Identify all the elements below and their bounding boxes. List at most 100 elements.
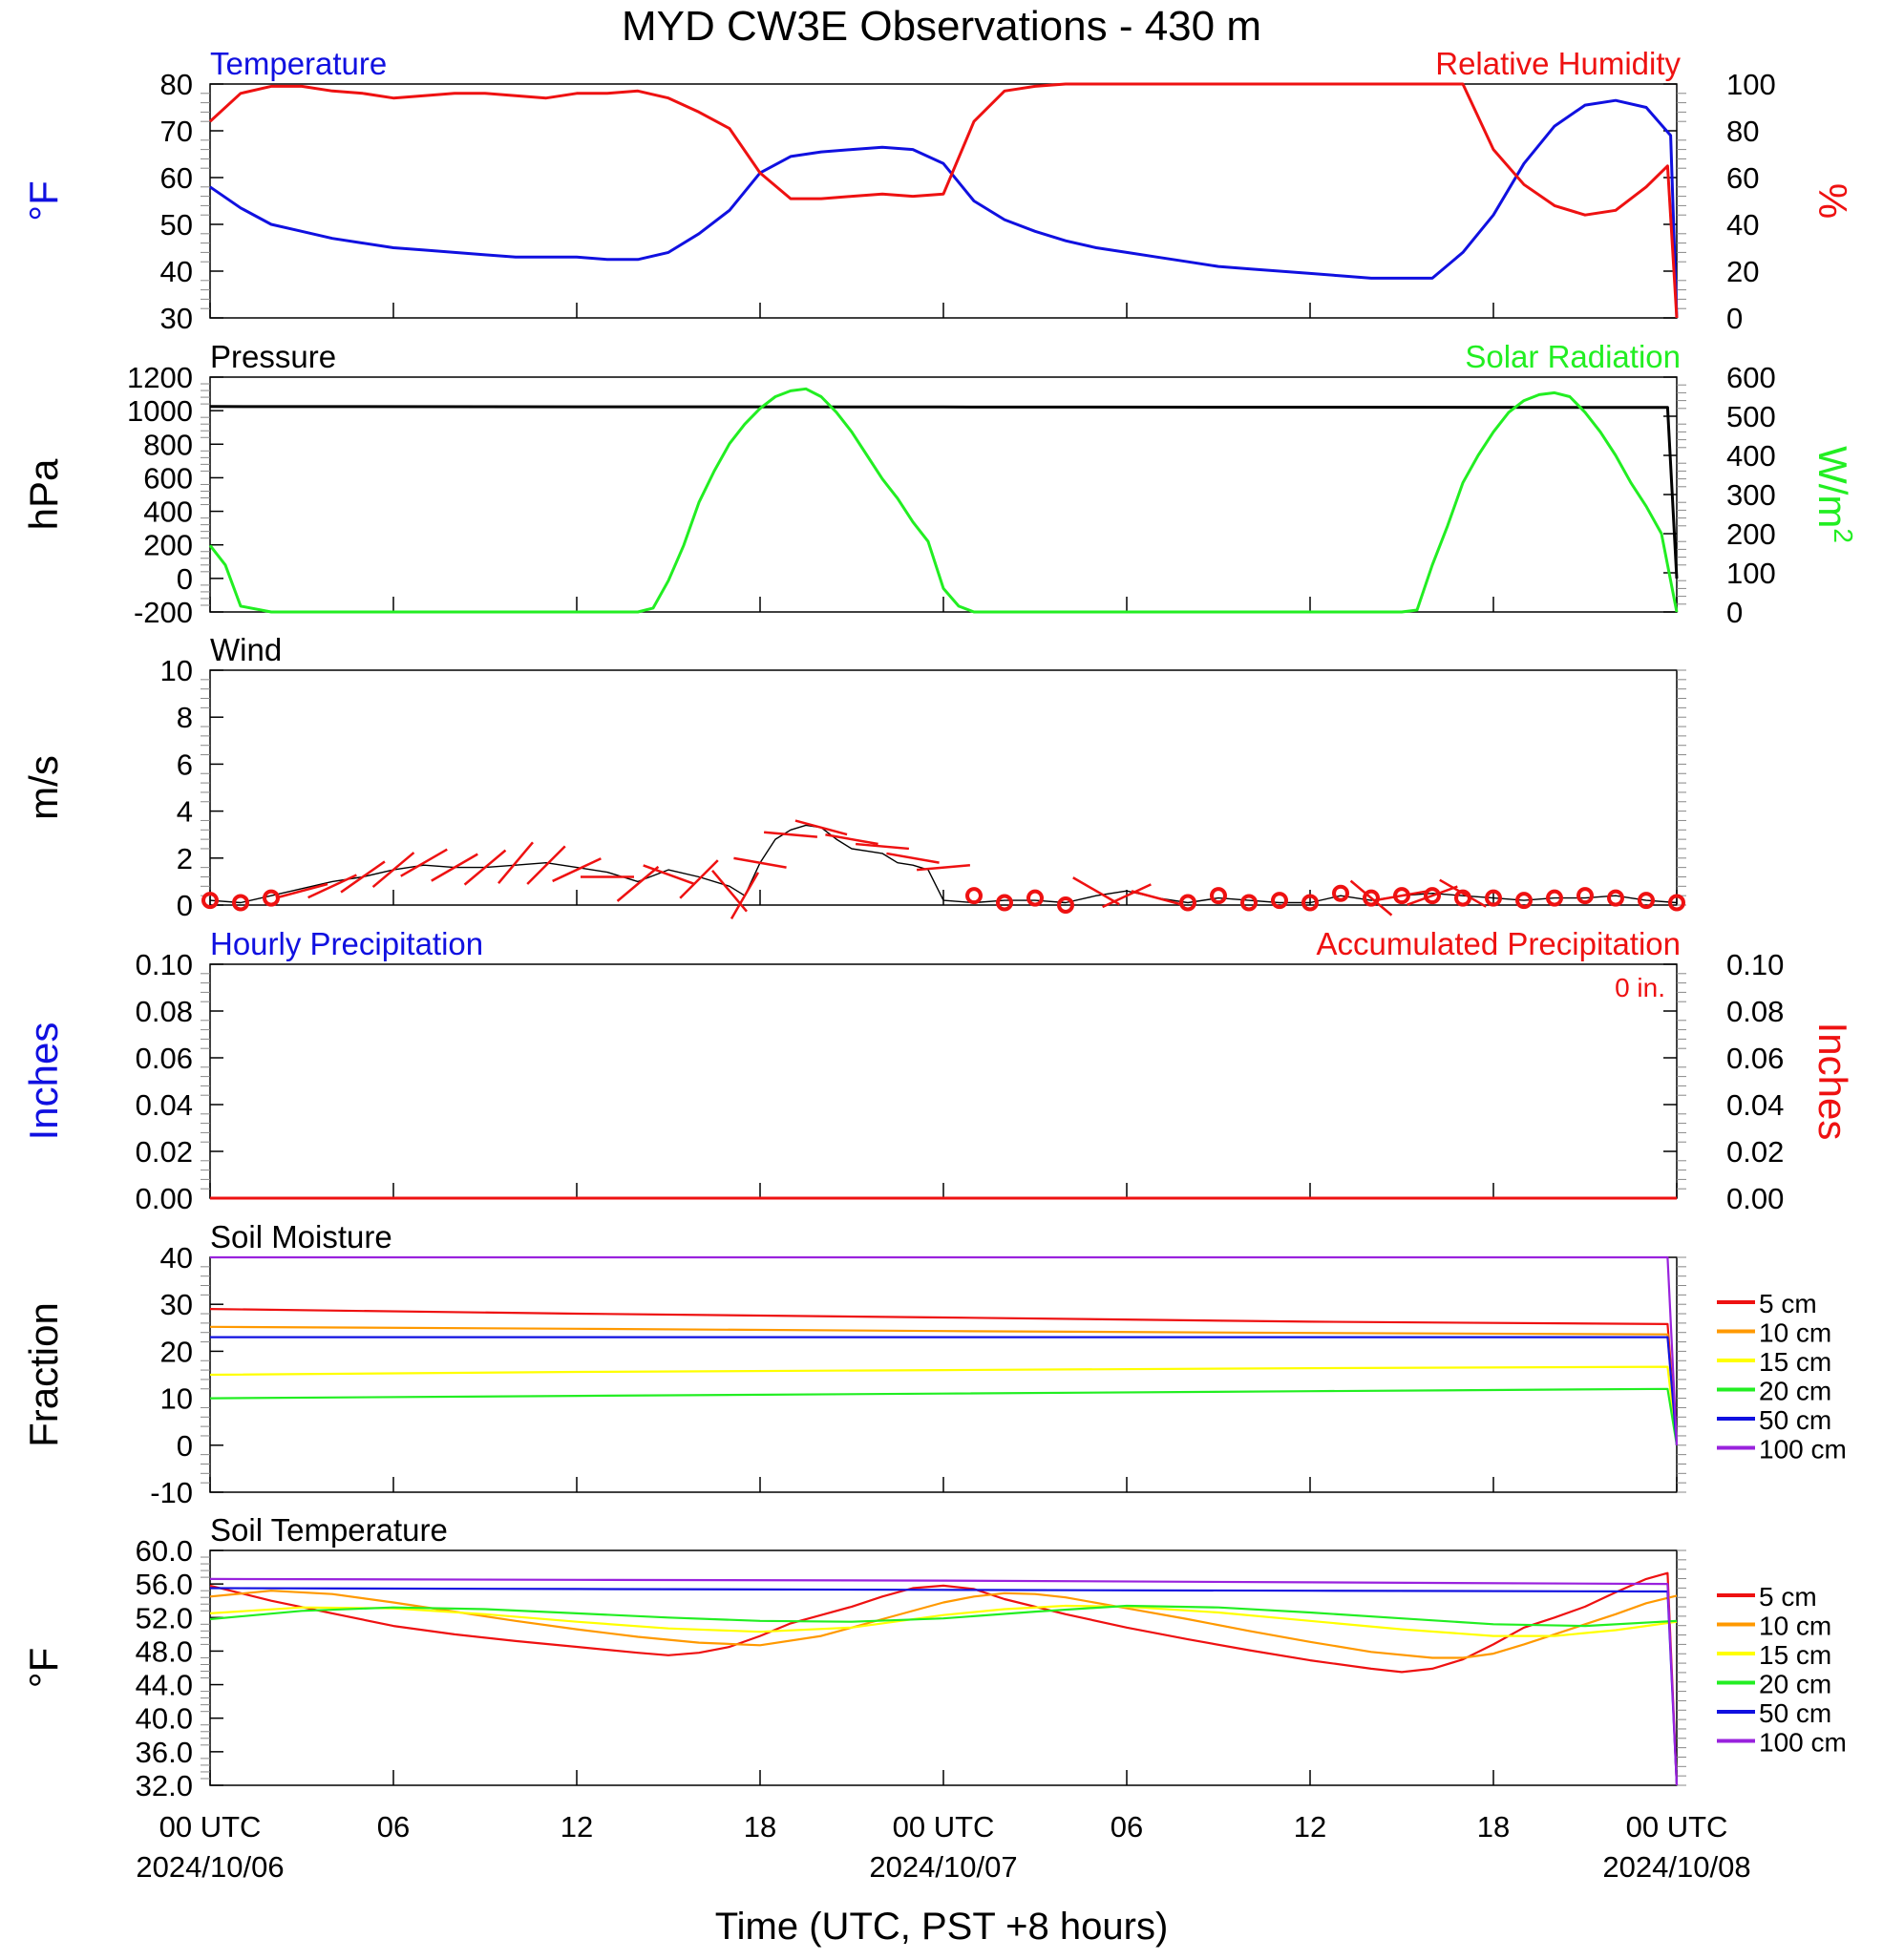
legend-label: 100 cm: [1759, 1435, 1847, 1465]
y-tick-label: 36.0: [136, 1736, 193, 1769]
series-calm: [201, 884, 1685, 914]
y-tick-label: 1000: [127, 394, 193, 428]
y-right-tick-label: 400: [1726, 439, 1776, 473]
calm-marker: [1210, 887, 1227, 905]
y-right-tick-label: 0.00: [1726, 1182, 1784, 1215]
y-tick-label: 50: [160, 208, 193, 242]
y-tick-label: 1200: [127, 361, 193, 394]
wind-barb: [526, 845, 566, 885]
y-axis-label: m/s: [21, 755, 66, 820]
wind-barb: [552, 857, 602, 883]
wind-barb: [825, 833, 878, 846]
y-axis-label: hPa: [21, 458, 66, 530]
panel-frame: [209, 963, 1678, 1199]
y-tick-label: 0.06: [136, 1042, 193, 1075]
y-tick-label: 400: [143, 495, 193, 529]
calm-marker: [1546, 889, 1563, 907]
legend-label: 20 cm: [1759, 1377, 1831, 1406]
legend-label: 15 cm: [1759, 1640, 1831, 1670]
panel-0: 30 40 50 60 70 80 0 20 40 60 80 100 Temperature Relat…: [21, 46, 1855, 335]
calm-marker: [1240, 894, 1258, 912]
y-tick-label: 70: [160, 115, 193, 148]
calm-marker: [1638, 892, 1655, 910]
panel-right-title: Solar Radiation: [1465, 339, 1681, 374]
wind-barb: [371, 852, 415, 889]
y-right-tick-label: 300: [1726, 478, 1776, 512]
legend-label: 20 cm: [1759, 1670, 1831, 1699]
panel-annotation: 0 in.: [1615, 973, 1665, 1002]
y-tick-label: 40: [160, 255, 193, 288]
calm-marker: [201, 892, 219, 910]
y-tick-label: 20: [160, 1335, 193, 1368]
y-axis-label: °F: [21, 1648, 66, 1688]
y-right-tick-label: 0.06: [1726, 1042, 1784, 1075]
wind-barb: [307, 874, 357, 899]
y-right-axis-label: %: [1810, 183, 1855, 219]
legend-label: 50 cm: [1759, 1698, 1831, 1728]
y-right-tick-label: 0.08: [1726, 995, 1784, 1028]
calm-marker: [232, 894, 249, 912]
y-tick-label: 0: [177, 1429, 193, 1463]
panel-1: -200020040060080010001200010020030040050…: [21, 339, 1858, 629]
y-right-tick-label: 0.02: [1726, 1135, 1784, 1169]
y-tick-label: 600: [143, 461, 193, 495]
x-tick-label: 06: [1111, 1810, 1143, 1844]
y-tick-label: 30: [160, 302, 193, 335]
x-tick-label: 00 UTC: [159, 1810, 262, 1844]
legend-label: 15 cm: [1759, 1347, 1831, 1377]
y-axis-label: Inches: [21, 1022, 66, 1141]
chart-title: MYD CW3E Observations - 430 m: [622, 3, 1261, 50]
y-tick-label: 6: [177, 748, 193, 781]
series-15-cm: [209, 1365, 1679, 1445]
x-tick-label: 18: [744, 1810, 776, 1844]
panel-frame: [209, 83, 1678, 319]
calm-marker: [1515, 892, 1533, 910]
series-10-cm: [209, 1325, 1679, 1445]
calm-marker: [1424, 887, 1441, 905]
series-pressure: [209, 405, 1679, 579]
calm-marker: [1026, 889, 1044, 907]
y-tick-label: 10: [160, 1382, 193, 1416]
wind-barb: [1349, 879, 1393, 917]
y-tick-label: 8: [177, 701, 193, 734]
y-tick-label: 0.10: [136, 948, 193, 981]
x-tick-date: 2024/10/07: [869, 1850, 1017, 1884]
y-right-axis-label: Inches: [1810, 1022, 1855, 1141]
series-20-cm: [209, 1604, 1678, 1628]
y-tick-label: 0.00: [136, 1182, 193, 1215]
y-tick-label: -200: [134, 596, 193, 629]
y-tick-label: 60: [160, 161, 193, 195]
y-axis-label: °F: [21, 180, 66, 221]
y-tick-label: 40.0: [136, 1702, 193, 1736]
series-15-cm: [209, 1604, 1678, 1637]
wind-barb: [730, 872, 760, 920]
y-tick-label: 0.08: [136, 995, 193, 1028]
y-tick-label: 44.0: [136, 1669, 193, 1702]
x-tick-label: 18: [1477, 1810, 1510, 1844]
panel-left-title: Temperature: [210, 46, 387, 81]
x-tick-date: 2024/10/06: [136, 1850, 284, 1884]
panel-3: 0.00 0.02 0.04 0.06 0.08 0.10 0.00 0.02 0.04 0.06…: [21, 926, 1855, 1215]
calm-marker: [1607, 889, 1624, 907]
calm-marker: [1363, 889, 1380, 907]
legend-label: 50 cm: [1759, 1405, 1831, 1435]
wind-barb: [463, 849, 507, 886]
panel-frame: [209, 376, 1678, 613]
series-100-cm: [210, 1255, 1679, 1445]
x-tick-label: 00 UTC: [893, 1810, 995, 1844]
superscript: 2: [1829, 528, 1858, 543]
series-10-cm: [209, 1590, 1678, 1659]
legend-label: 5 cm: [1759, 1289, 1817, 1318]
y-tick-label: 800: [143, 428, 193, 461]
y-tick-label: 200: [143, 529, 193, 562]
y-axis-label: Fraction: [21, 1302, 66, 1447]
calm-marker: [1301, 894, 1319, 912]
calm-marker: [996, 894, 1013, 912]
x-tick-date: 2024/10/08: [1602, 1850, 1750, 1884]
legend-label: 5 cm: [1759, 1582, 1817, 1612]
wind-barb: [763, 831, 818, 838]
calm-marker: [1179, 894, 1196, 912]
